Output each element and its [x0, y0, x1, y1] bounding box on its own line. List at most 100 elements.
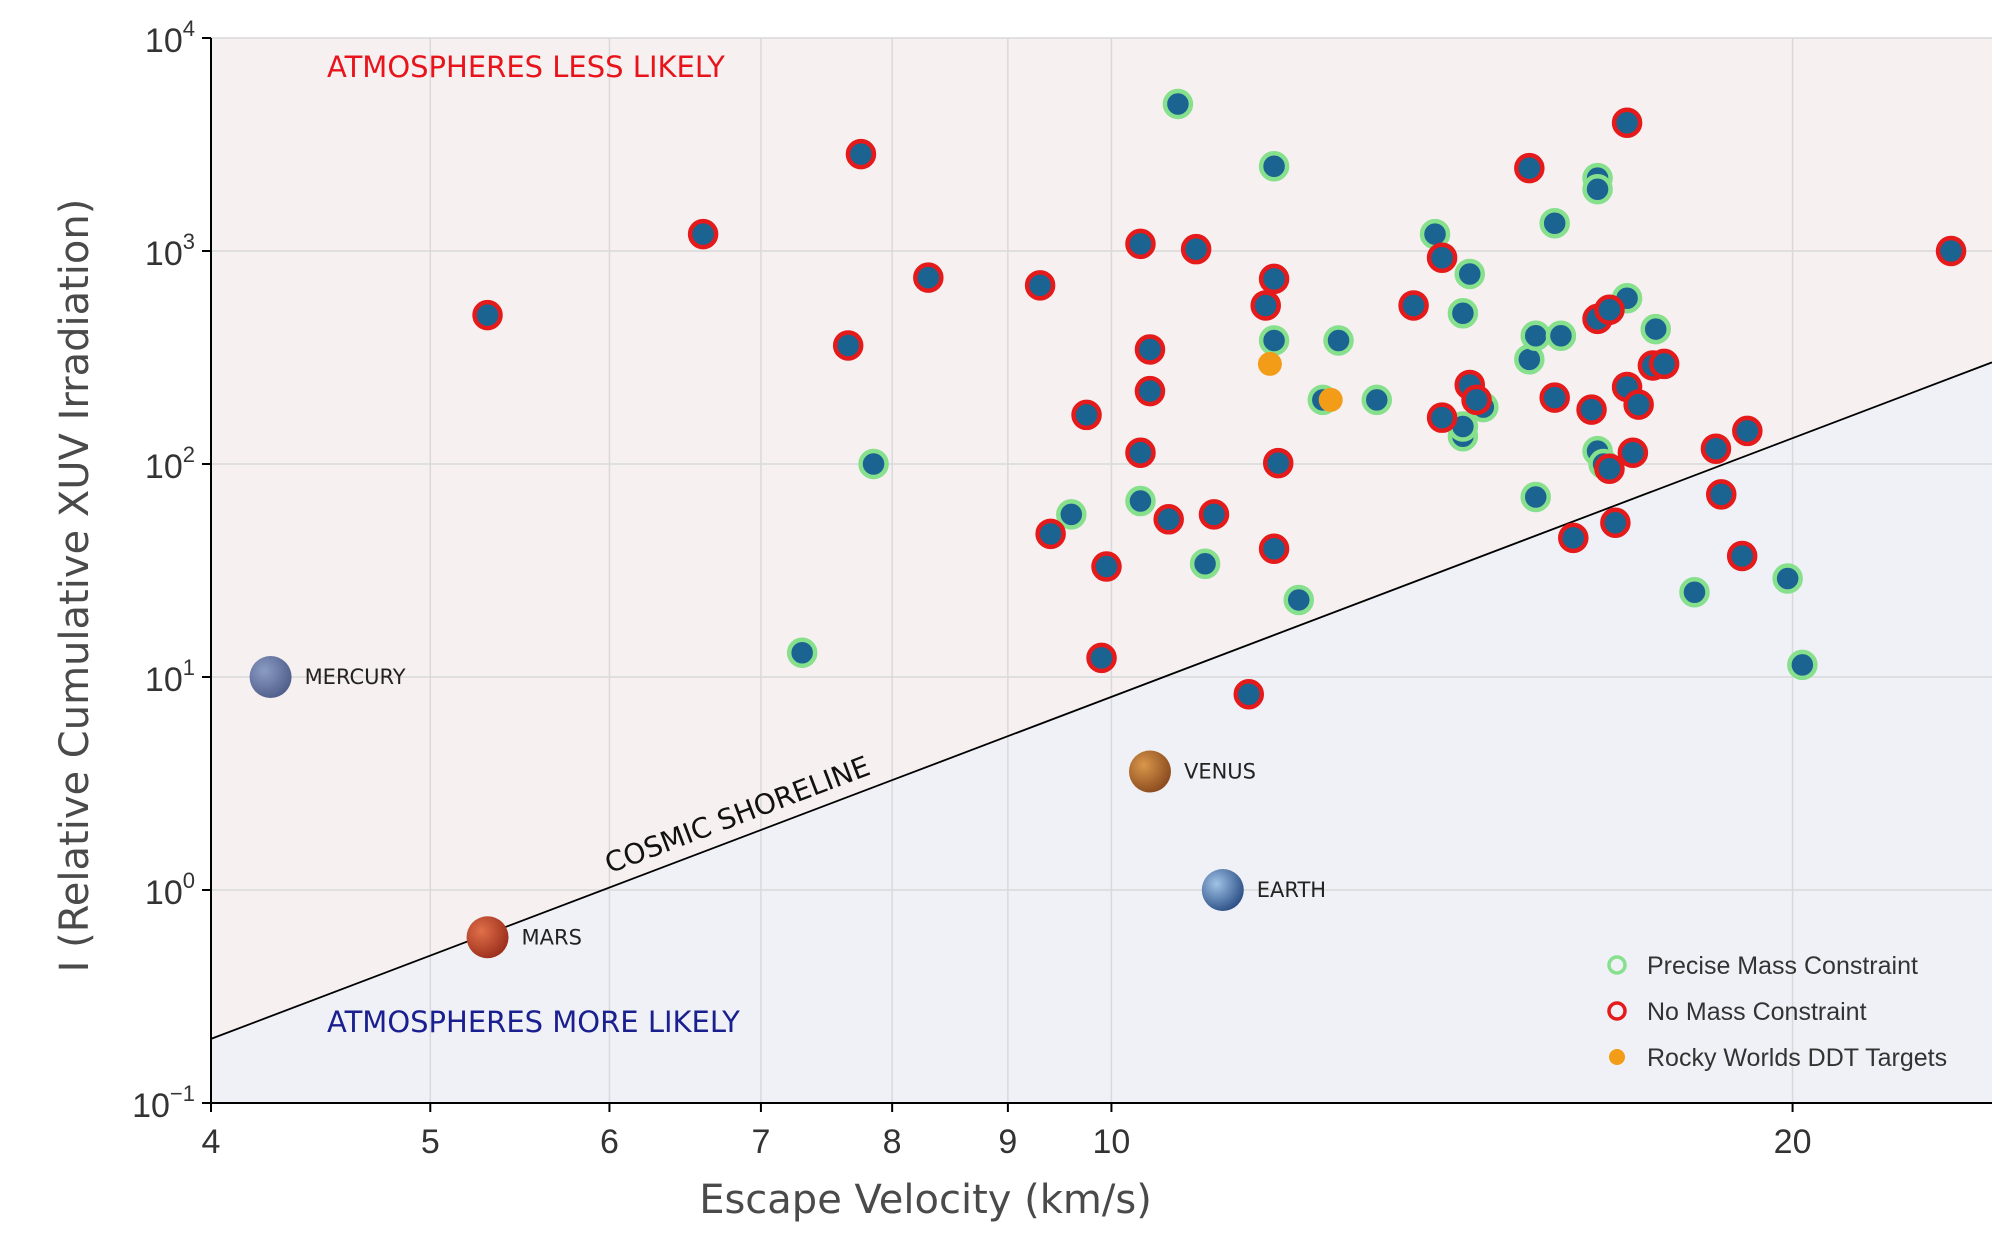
data-point-nomass: [913, 262, 944, 293]
x-tick-label: 8: [883, 1123, 902, 1161]
legend-label-nomass: No Mass Constraint: [1647, 998, 1867, 1026]
data-point-precise: [1189, 548, 1221, 580]
data-point-nomass: [832, 330, 864, 361]
data-point-nomass: [1706, 479, 1737, 510]
y-tick-label: 101: [145, 655, 195, 699]
mercury-planet-icon: [249, 656, 292, 698]
venus-planet-icon: [1128, 750, 1171, 793]
data-point-precise: [1323, 325, 1354, 356]
solar-system-planets: MERCURY MARS VENUS EARTH: [249, 656, 1326, 959]
data-point-precise: [1520, 320, 1551, 352]
data-point-nomass: [1262, 447, 1294, 479]
region-label-less-likely: ATMOSPHERES LESS LIKELY: [327, 50, 725, 84]
y-tick-label: 104: [145, 16, 195, 60]
data-point-nomass: [1426, 242, 1458, 273]
x-tick-label: 20: [1774, 1123, 1812, 1161]
x-tick-label: 6: [600, 1123, 619, 1161]
venus-label: VENUS: [1184, 760, 1256, 784]
legend-marker-nomass: [1607, 1001, 1627, 1021]
y-tick-label: 103: [145, 229, 195, 273]
data-point-precise: [1772, 563, 1803, 594]
mercury-label: MERCURY: [305, 665, 406, 689]
data-point-nomass: [1233, 678, 1265, 710]
legend: Precise Mass Constraint No Mass Constrain…: [1607, 952, 1947, 1072]
data-point-nomass: [1558, 522, 1589, 554]
data-point-nomass: [1250, 290, 1281, 321]
data-point-precise: [858, 448, 889, 480]
y-axis-title: I (Relative Cumulative XUV Irradiation): [52, 199, 98, 973]
data-point-nomass: [1180, 233, 1212, 265]
data-point-nomass: [1091, 551, 1122, 582]
data-point-precise: [1454, 258, 1486, 290]
data-point-nomass: [1125, 228, 1156, 260]
data-point-nomass: [1153, 504, 1184, 535]
x-tick-label: 5: [421, 1123, 440, 1161]
data-point-precise: [1582, 173, 1613, 205]
data-point-nomass: [1594, 453, 1625, 484]
region-label-more-likely: ATMOSPHERES MORE LIKELY: [327, 1005, 740, 1039]
data-point-precise: [1056, 499, 1087, 530]
data-point-precise: [1520, 481, 1551, 513]
data-point-nomass: [1732, 415, 1763, 447]
tick-labels: 4 5 6 7 8 9 10 20 10−1 100 101 102 103 104: [132, 16, 1811, 1161]
data-point-nomass: [1623, 389, 1654, 420]
legend-label-ddt: Rocky Worlds DDT Targets: [1647, 1044, 1947, 1072]
data-point-nomass: [845, 138, 877, 170]
x-tick-label: 7: [751, 1123, 770, 1161]
data-point-nomass: [1198, 499, 1230, 530]
data-point-nomass: [1134, 375, 1166, 407]
data-point-nomass: [1617, 437, 1649, 468]
data-point-nomass: [687, 218, 719, 250]
axes: [202, 37, 1992, 1112]
data-point-nomass: [1035, 518, 1066, 550]
data-point-nomass: [1258, 263, 1290, 295]
mars-planet-icon: [466, 916, 509, 959]
earth-label: EARTH: [1257, 878, 1326, 902]
data-point-precise: [1787, 649, 1818, 681]
data-point-ddt: [1318, 387, 1343, 412]
data-point-precise: [1545, 320, 1577, 352]
data-point-precise: [1283, 584, 1314, 616]
data-point-precise: [786, 637, 818, 668]
data-point-nomass: [1461, 384, 1492, 416]
data-point-nomass: [1426, 402, 1458, 433]
data-point-nomass: [1514, 152, 1545, 184]
data-point-nomass: [1935, 235, 1967, 267]
x-tick-label: 4: [202, 1123, 221, 1161]
cosmic-shoreline-line: [210, 361, 1992, 1040]
data-point-precise: [1640, 313, 1671, 345]
data-points: [472, 88, 1967, 710]
data-point-nomass: [1398, 290, 1429, 321]
data-point-precise: [1539, 207, 1570, 239]
data-point-nomass: [1600, 507, 1631, 538]
data-point-nomass: [1700, 433, 1732, 464]
data-point-nomass: [1134, 334, 1166, 365]
mars-label: MARS: [522, 925, 582, 949]
earth-planet-icon: [1201, 869, 1244, 911]
data-point-precise: [1361, 384, 1393, 416]
legend-marker-ddt: [1609, 1049, 1625, 1065]
data-point-precise: [1125, 485, 1156, 517]
legend-label-precise: Precise Mass Constraint: [1647, 952, 1918, 980]
y-tick-label: 10−1: [132, 1081, 195, 1125]
data-point-nomass: [1125, 437, 1156, 468]
data-point-nomass: [1611, 107, 1643, 139]
data-point-nomass: [1726, 540, 1758, 572]
legend-marker-precise: [1607, 955, 1627, 975]
data-point-precise: [1162, 88, 1194, 120]
data-point-nomass: [1024, 270, 1056, 301]
data-point-precise: [1447, 298, 1479, 329]
y-tick-label: 100: [145, 868, 195, 912]
data-point-nomass: [1648, 348, 1680, 380]
x-tick-label: 9: [998, 1123, 1017, 1161]
data-point-nomass: [472, 299, 503, 331]
y-tick-label: 102: [145, 442, 195, 486]
data-point-precise: [1258, 150, 1290, 182]
data-point-precise: [1258, 325, 1290, 356]
region-more-likely: [211, 362, 1992, 1103]
x-tick-label: 10: [1093, 1123, 1131, 1161]
data-point-nomass: [1576, 394, 1607, 425]
data-point-nomass: [1594, 294, 1625, 325]
data-point-nomass: [1071, 399, 1102, 431]
